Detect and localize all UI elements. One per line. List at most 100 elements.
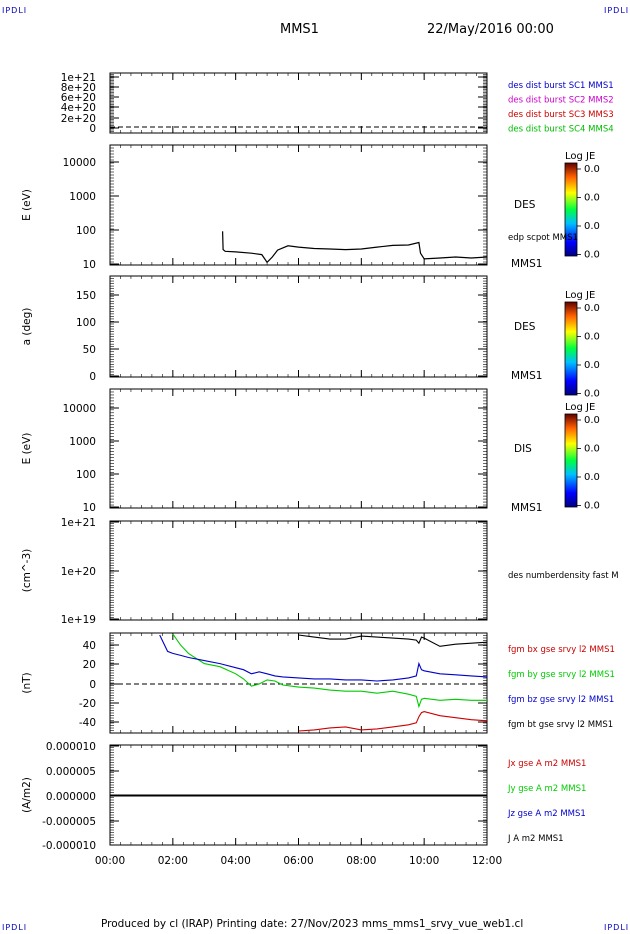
colorbar-tick-label: 0.0 bbox=[584, 360, 600, 371]
b-field-series-line bbox=[298, 634, 488, 647]
colorbar-tick-label: 0.0 bbox=[584, 472, 600, 483]
legend-entry: fgm bz gse srvy l2 MMS1 bbox=[508, 695, 614, 705]
colorbar bbox=[564, 301, 578, 396]
legend-entry: des dist burst SC4 MMS4 bbox=[508, 125, 614, 135]
y-tick-label: 0.000005 bbox=[46, 766, 96, 778]
y-axis-title: (cm^-3) bbox=[21, 549, 33, 592]
corner-label-top-left: IPDLI bbox=[2, 6, 28, 15]
panel-4: 10000 1000 100 10 E (eV) bbox=[21, 388, 488, 514]
y-tick-label: 10000 bbox=[63, 157, 96, 169]
legend-entry: des numberdensity fast M bbox=[508, 571, 619, 581]
colorbar bbox=[564, 162, 578, 257]
y-tick-label: 2e+20 bbox=[61, 113, 96, 125]
scpot-line bbox=[222, 231, 488, 264]
legend-entry: fgm bx gse srvy l2 MMS1 bbox=[508, 645, 615, 655]
panel-2: 10000 1000 100 10 E (eV) bbox=[21, 144, 488, 271]
instrument-label: DES bbox=[514, 321, 536, 333]
y-tick-label: 1e+21 bbox=[61, 72, 96, 84]
y-tick-label: 6e+20 bbox=[61, 92, 96, 104]
y-tick-label: 8e+20 bbox=[61, 82, 96, 94]
instrument-label: DES bbox=[514, 199, 536, 211]
colorbar-title: Log JE bbox=[565, 402, 595, 413]
colorbar-tick-label: 0.0 bbox=[584, 415, 600, 426]
y-tick-label: 40 bbox=[83, 640, 96, 652]
y-tick-label: -40 bbox=[79, 717, 96, 729]
y-tick-label: 1e+20 bbox=[61, 566, 96, 578]
datetime-title: 22/May/2016 00:00 bbox=[427, 22, 554, 37]
y-axis-title: E (eV) bbox=[21, 433, 33, 465]
y-tick-label: 4e+20 bbox=[61, 102, 96, 114]
y-tick-label: -0.000005 bbox=[42, 816, 96, 828]
y-tick-label: -20 bbox=[79, 698, 96, 710]
y-axis-title: (A/m2) bbox=[21, 777, 33, 813]
y-tick-label: 0 bbox=[89, 679, 96, 691]
legend-entry: des dist burst SC3 MMS3 bbox=[508, 110, 614, 120]
panel-frame bbox=[109, 72, 488, 134]
b-field-series-line bbox=[298, 711, 488, 732]
colorbar bbox=[564, 413, 578, 508]
y-tick-label: 0.000000 bbox=[46, 791, 96, 803]
corner-label-bottom-left: IPDLI bbox=[2, 923, 28, 932]
colorbar-tick-label: 0.0 bbox=[584, 164, 600, 175]
y-tick-label: 0.000010 bbox=[46, 741, 96, 753]
colorbar-title: Log JE bbox=[565, 290, 595, 301]
colorbar-tick-label: 0.0 bbox=[584, 221, 600, 232]
corner-label-bottom-right: IPDLI bbox=[604, 923, 630, 932]
spacecraft-label: MMS1 bbox=[511, 258, 542, 270]
colorbar-tick-label: 0.0 bbox=[584, 389, 600, 400]
colorbar-tick-label: 0.0 bbox=[584, 193, 600, 204]
y-tick-label: 1e+21 bbox=[61, 517, 96, 529]
legend-entry: J A m2 MMS1 bbox=[507, 834, 564, 844]
colorbar-title: Log JE bbox=[565, 151, 595, 162]
y-tick-label: 100 bbox=[76, 469, 96, 481]
legend-entry: fgm by gse srvy l2 MMS1 bbox=[508, 670, 615, 680]
y-axis-title: (nT) bbox=[21, 672, 33, 693]
legend-entry: des dist burst SC1 MMS1 bbox=[508, 81, 614, 91]
instrument-label: DIS bbox=[514, 443, 532, 455]
legend-entry: des dist burst SC2 MMS2 bbox=[508, 96, 614, 106]
panel-frame bbox=[109, 520, 488, 621]
spacecraft-label: MMS1 bbox=[511, 370, 542, 382]
b-field-series-line bbox=[159, 634, 488, 682]
legend-entry: Jz gse A m2 MMS1 bbox=[507, 809, 586, 819]
y-tick-label: 10000 bbox=[63, 403, 96, 415]
y-tick-label: 20 bbox=[83, 659, 96, 671]
panel-6: 40 20 0 -20 -40 (nT) bbox=[21, 632, 488, 734]
y-tick-label: 50 bbox=[83, 344, 96, 356]
spacecraft-title: MMS1 bbox=[280, 22, 319, 37]
legend-entry: fgm bt gse srvy l2 MMS1 bbox=[508, 720, 613, 730]
colorbar-tick-label: 0.0 bbox=[584, 444, 600, 455]
x-tick-label: 00:00 bbox=[95, 855, 125, 867]
panel-frame bbox=[109, 388, 488, 509]
panel-3: 150 100 50 0 a (deg) bbox=[21, 275, 488, 383]
colorbar-tick-label: 0.0 bbox=[584, 332, 600, 343]
y-tick-label: 1000 bbox=[69, 436, 96, 448]
b-field-series-line bbox=[172, 633, 487, 709]
y-tick-label: 150 bbox=[76, 290, 96, 302]
legend-entry: Jx gse A m2 MMS1 bbox=[507, 759, 586, 769]
panel-frame bbox=[109, 275, 488, 378]
y-axis-title: E (eV) bbox=[21, 189, 33, 221]
corner-label-top-right: IPDLI bbox=[604, 6, 630, 15]
colorbar-tick-label: 0.0 bbox=[584, 250, 600, 261]
y-tick-label: 10 bbox=[83, 259, 96, 271]
x-tick-label: 02:00 bbox=[158, 855, 188, 867]
y-tick-label: 100 bbox=[76, 225, 96, 237]
y-tick-label: 100 bbox=[76, 317, 96, 329]
x-tick-label: 10:00 bbox=[409, 855, 439, 867]
x-tick-label: 04:00 bbox=[221, 855, 251, 867]
x-tick-label: 08:00 bbox=[346, 855, 376, 867]
panel-7: 0.000010 0.000005 0.000000 -0.000005 -0.0000… bbox=[21, 741, 488, 852]
y-tick-label: 10 bbox=[83, 502, 96, 514]
footer-text: Produced by cl (IRAP) Printing date: 27/… bbox=[101, 918, 524, 930]
overlay-legend: edp scpot MMS1 bbox=[508, 233, 578, 243]
y-tick-label: 1000 bbox=[69, 191, 96, 203]
legend-entry: Jy gse A m2 MMS1 bbox=[507, 784, 586, 794]
panel-5: 1e+21 1e+20 1e+19 (cm^-3) bbox=[21, 517, 488, 626]
colorbar-tick-label: 0.0 bbox=[584, 303, 600, 314]
spacecraft-label: MMS1 bbox=[511, 502, 542, 514]
y-tick-label: 1e+19 bbox=[61, 614, 96, 626]
colorbar-tick-label: 0.0 bbox=[584, 501, 600, 512]
